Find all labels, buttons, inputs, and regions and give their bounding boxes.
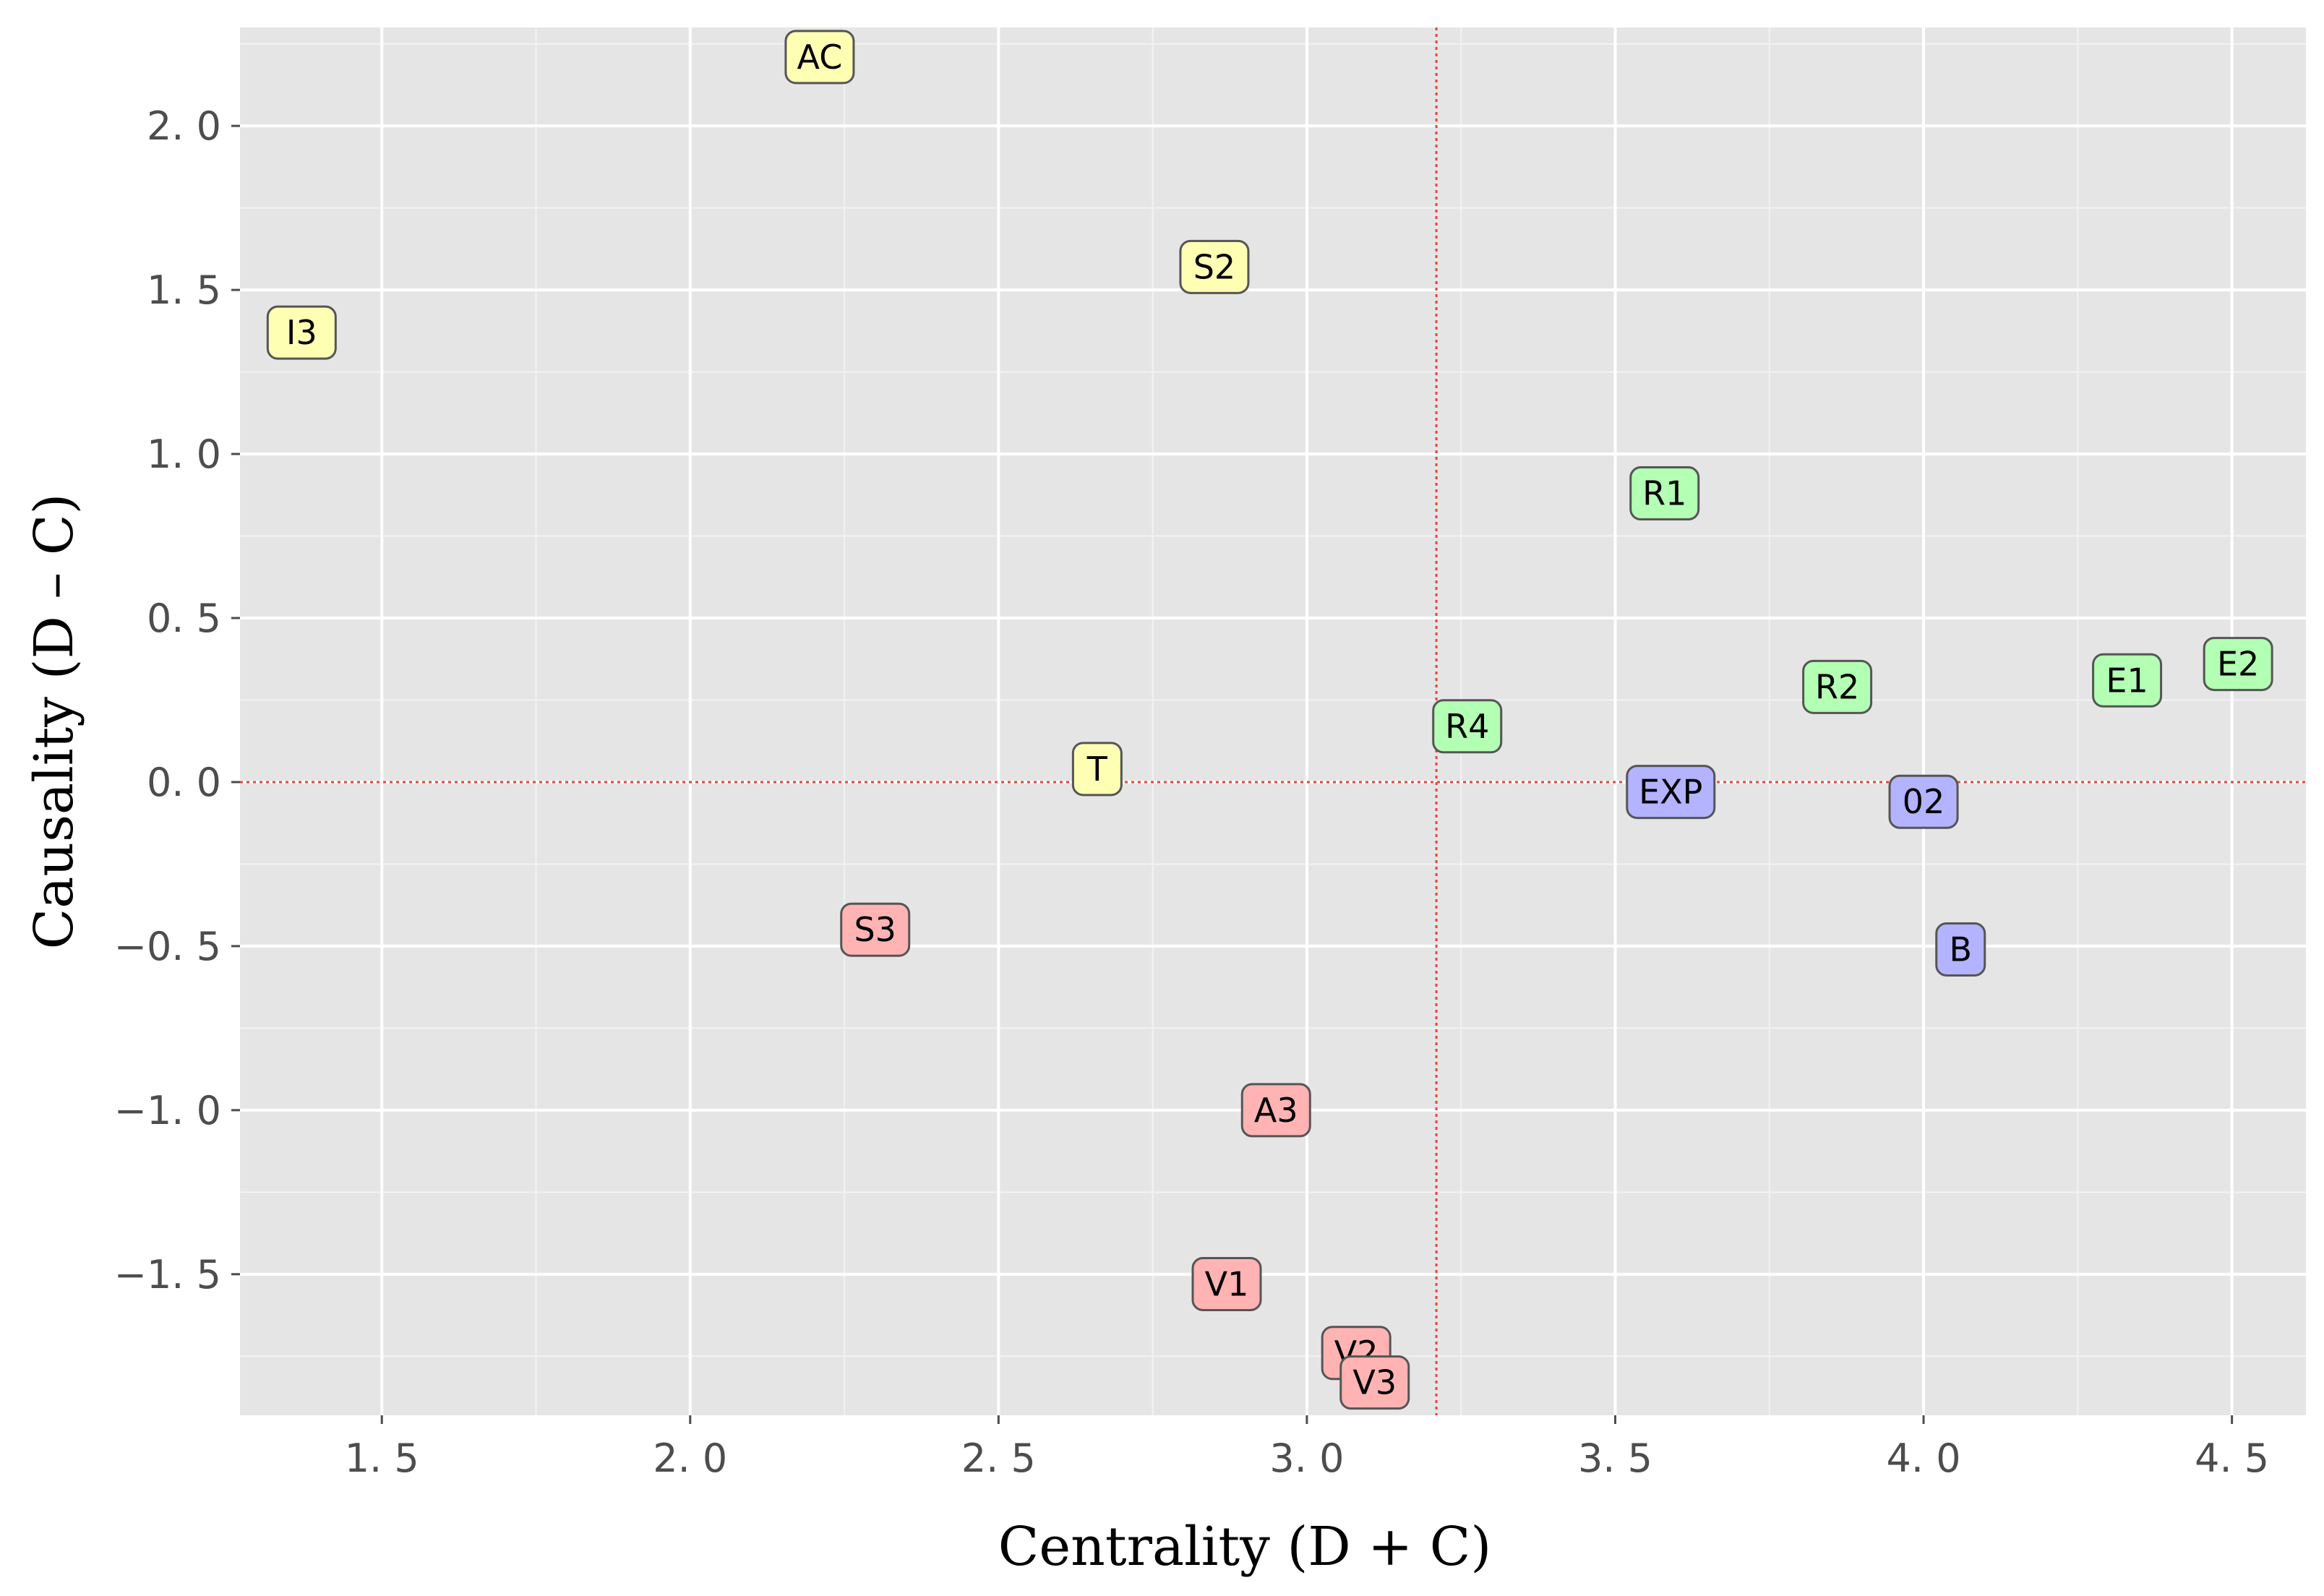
major-gridlines [240, 27, 2306, 1415]
y-tick-label: −1. 0 [114, 1088, 221, 1133]
point-r2: R2 [1802, 659, 1873, 714]
y-tick-label: 0. 5 [147, 596, 221, 641]
point-r4: R4 [1432, 699, 1503, 754]
point-exp: EXP [1626, 765, 1716, 820]
point-label-box [1802, 659, 1873, 714]
x-tick-label: 4. 5 [2195, 1436, 2269, 1481]
point-label-text: R2 [1815, 667, 1859, 706]
point-r1: R1 [1629, 466, 1700, 521]
point-label-box [1240, 1083, 1311, 1138]
point-label-box [1179, 239, 1250, 294]
point-s3: S3 [840, 902, 911, 957]
x-tick-label: 4. 0 [1887, 1436, 1961, 1481]
x-tick-label: 3. 0 [1269, 1436, 1344, 1481]
point-label-box [1191, 1256, 1262, 1311]
point-label-box [266, 305, 337, 360]
y-axis-title: Causality (D – C) [23, 494, 85, 950]
point-label-box [1339, 1355, 1410, 1410]
y-tick-label: −0. 5 [114, 924, 221, 969]
y-tick-label: 0. 0 [147, 760, 221, 805]
x-tick-label: 3. 5 [1578, 1436, 1652, 1481]
y-tick-label: 1. 5 [147, 267, 221, 313]
point-ac: AC [784, 30, 855, 85]
point-e2: E2 [2203, 637, 2273, 692]
point-label-text: T [1086, 750, 1108, 789]
point-label-text: R4 [1445, 707, 1489, 746]
x-tick-label: 2. 5 [961, 1436, 1036, 1481]
point-s2: S2 [1179, 239, 1250, 294]
point-label-text: A3 [1254, 1091, 1298, 1130]
x-tick-label: 1. 5 [345, 1436, 419, 1481]
y-axis-ticks: 2. 0 1. 5 1. 0 0. 5 0. 0 −0. 5 −1. 0 −1. 5 [114, 103, 240, 1297]
y-tick-label: 2. 0 [147, 103, 221, 149]
point-label-box [1888, 774, 1959, 829]
point-02: 02 [1888, 774, 1959, 829]
point-label-text: S3 [854, 910, 896, 949]
point-label-box [1626, 765, 1716, 820]
point-label-text: V1 [1205, 1264, 1249, 1303]
x-axis-title: Centrality (D + C) [998, 1516, 1491, 1578]
point-label-box [1071, 742, 1123, 797]
point-b: B [1935, 922, 1986, 977]
point-label-text: I3 [286, 313, 317, 352]
point-v1: V1 [1191, 1256, 1262, 1311]
point-v3: V3 [1339, 1355, 1410, 1410]
point-label-text: R1 [1642, 474, 1686, 513]
point-label-text: V3 [1352, 1363, 1397, 1402]
x-tick-label: 2. 0 [653, 1436, 727, 1481]
point-label-text: E2 [2217, 645, 2259, 684]
point-label-text: EXP [1639, 773, 1702, 812]
point-label-text: S2 [1193, 247, 1235, 286]
point-label-text: B [1949, 930, 1972, 969]
point-label-box [1935, 922, 1986, 977]
minor-gridlines [240, 27, 2306, 1415]
plot-panel [240, 27, 2306, 1415]
y-tick-label: 1. 0 [147, 432, 221, 477]
point-label-box [840, 902, 911, 957]
point-label-box [2203, 637, 2273, 692]
point-label-text: E1 [2106, 661, 2148, 700]
x-axis-ticks: 1. 5 2. 0 2. 5 3. 0 3. 5 4. 0 4. 5 [345, 1415, 2269, 1481]
point-label-box [2092, 653, 2163, 708]
point-a3: A3 [1240, 1083, 1311, 1138]
point-e1: E1 [2092, 653, 2163, 708]
point-label-box [1629, 466, 1700, 521]
point-label-text: 02 [1903, 782, 1945, 821]
point-t: T [1071, 742, 1123, 797]
y-tick-label: −1. 5 [114, 1252, 221, 1297]
point-i3: I3 [266, 305, 337, 360]
point-label-text: AC [797, 38, 843, 77]
point-label-box [1432, 699, 1503, 754]
point-label-box [784, 30, 855, 85]
